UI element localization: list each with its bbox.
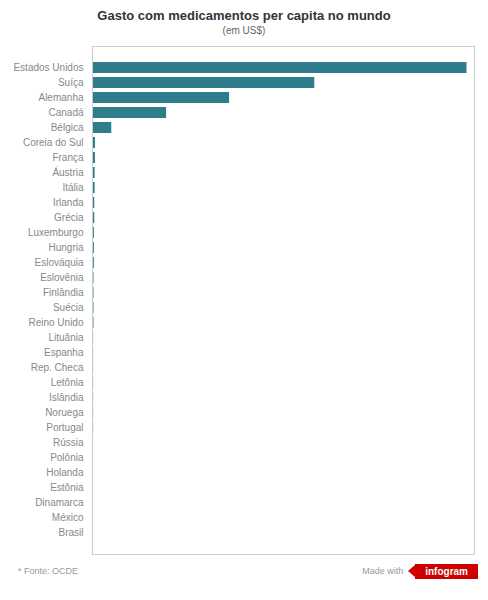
svg-text:Rússia: Rússia: [53, 437, 84, 448]
svg-text:Rep. Checa: Rep. Checa: [31, 362, 84, 373]
svg-text:Grécia: Grécia: [54, 212, 84, 223]
html-text:* Fonte: OCDE: * Fonte: OCDE: [18, 566, 78, 576]
html-text:(em US$): (em US$): [222, 25, 266, 36]
html-text:infogram: infogram: [425, 565, 468, 577]
svg-text:Eslováquia: Eslováquia: [35, 257, 84, 268]
svg-text:Estados Unidos: Estados Unidos: [13, 62, 83, 73]
svg-text:Canadá: Canadá: [48, 107, 83, 118]
html-text:Made with: Made with: [362, 566, 404, 576]
svg-text:Polônia: Polônia: [50, 452, 84, 463]
svg-text:México: México: [52, 512, 84, 523]
svg-text:Brasil: Brasil: [58, 527, 83, 538]
svg-text:Suíça: Suíça: [58, 77, 84, 88]
svg-text:Islândia: Islândia: [49, 392, 84, 403]
svg-text:Suécia: Suécia: [53, 302, 84, 313]
svg-text:Finlândia: Finlândia: [43, 287, 84, 298]
svg-text:Lituânia: Lituânia: [48, 332, 83, 343]
html-text:Gasto com medicamentos per cap: Gasto com medicamentos per capita no mun…: [97, 8, 391, 23]
svg-text:França: França: [52, 152, 84, 163]
svg-text:Estônia: Estônia: [50, 482, 84, 493]
svg-text:Letônia: Letônia: [51, 377, 84, 388]
svg-text:Espanha: Espanha: [44, 347, 84, 358]
svg-text:Irlanda: Irlanda: [53, 197, 84, 208]
svg-text:Noruega: Noruega: [45, 407, 84, 418]
svg-text:Áustria: Áustria: [52, 166, 84, 178]
svg-text:Hungria: Hungria: [48, 242, 83, 253]
svg-text:Eslovênia: Eslovênia: [40, 272, 84, 283]
svg-text:Alemanha: Alemanha: [38, 92, 83, 103]
svg-text:Luxemburgo: Luxemburgo: [28, 227, 84, 238]
svg-text:Itália: Itália: [62, 182, 84, 193]
svg-text:Reino Unido: Reino Unido: [28, 317, 83, 328]
svg-text:Coreia do Sul: Coreia do Sul: [23, 137, 84, 148]
svg-text:Dinamarca: Dinamarca: [35, 497, 84, 508]
svg-text:Portugal: Portugal: [46, 422, 83, 433]
svg-text:Bélgica: Bélgica: [51, 122, 84, 133]
svg-text:Holanda: Holanda: [46, 467, 84, 478]
